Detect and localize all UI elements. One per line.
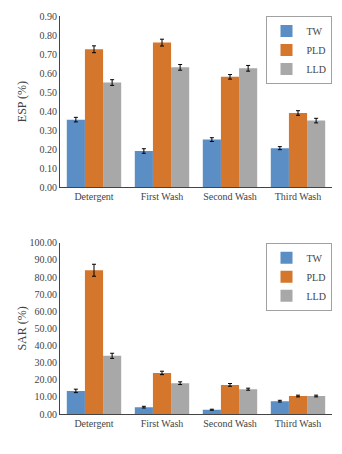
- svg-text:First Wash: First Wash: [141, 418, 184, 429]
- svg-text:Detergent: Detergent: [74, 418, 113, 429]
- svg-text:0.10: 0.10: [40, 163, 58, 174]
- svg-text:30.00: 30.00: [35, 357, 58, 368]
- svg-text:Third Wash: Third Wash: [275, 191, 322, 202]
- svg-text:0.00: 0.00: [40, 409, 58, 420]
- svg-text:60.00: 60.00: [35, 306, 58, 317]
- svg-text:0.70: 0.70: [40, 49, 58, 60]
- svg-text:TW: TW: [307, 253, 323, 264]
- svg-text:50.00: 50.00: [35, 323, 58, 334]
- svg-text:0.50: 0.50: [40, 87, 58, 98]
- svg-text:Third Wash: Third Wash: [275, 418, 322, 429]
- svg-text:First Wash: First Wash: [141, 191, 184, 202]
- svg-text:LLD: LLD: [307, 64, 326, 75]
- svg-text:0.60: 0.60: [40, 68, 58, 79]
- svg-text:90.00: 90.00: [35, 254, 58, 265]
- svg-text:0.80: 0.80: [40, 30, 58, 41]
- svg-text:20.00: 20.00: [35, 374, 58, 385]
- svg-text:0.90: 0.90: [40, 11, 58, 22]
- svg-text:0.20: 0.20: [40, 144, 58, 155]
- svg-text:10.00: 10.00: [35, 391, 58, 402]
- svg-text:ESP (%): ESP (%): [15, 81, 29, 122]
- svg-text:Detergent: Detergent: [74, 191, 113, 202]
- svg-text:0.30: 0.30: [40, 125, 58, 136]
- svg-text:100.00: 100.00: [30, 237, 58, 248]
- svg-text:0.00: 0.00: [40, 182, 58, 193]
- svg-text:0.40: 0.40: [40, 106, 58, 117]
- svg-text:40.00: 40.00: [35, 340, 58, 351]
- svg-text:PLD: PLD: [307, 45, 326, 56]
- svg-text:TW: TW: [307, 26, 323, 37]
- svg-text:SAR (%): SAR (%): [15, 306, 29, 350]
- svg-text:PLD: PLD: [307, 272, 326, 283]
- svg-text:LLD: LLD: [307, 291, 326, 302]
- svg-text:Second Wash: Second Wash: [203, 418, 257, 429]
- svg-text:70.00: 70.00: [35, 289, 58, 300]
- svg-text:80.00: 80.00: [35, 272, 58, 283]
- svg-text:Second Wash: Second Wash: [203, 191, 257, 202]
